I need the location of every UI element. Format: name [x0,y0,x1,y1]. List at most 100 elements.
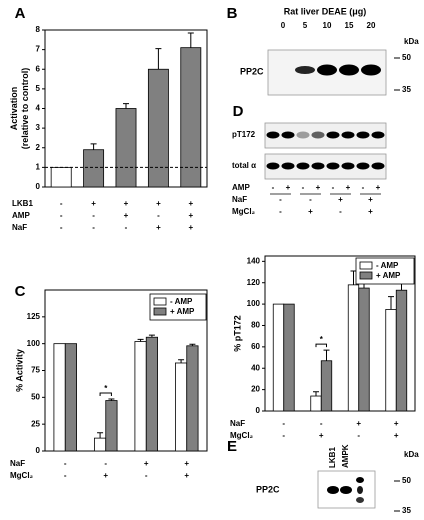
blot-band [356,162,370,170]
condition-sign: + [346,183,351,192]
unit-label: kDa [404,37,419,46]
significance-mark: * [320,335,324,344]
blot-band [340,486,352,494]
condition-sign: + [156,199,161,208]
condition-name: MgCl₂ [232,207,256,216]
lane-label: 15 [345,21,354,30]
y-tick-label: 75 [31,366,40,375]
condition-sign: - [309,195,312,204]
legend-swatch [153,307,167,316]
condition-sign: - [60,199,63,208]
condition-sign: - [357,431,360,440]
blot-band [311,162,325,170]
y-tick-label: 100 [247,299,261,308]
error-bar [178,359,185,363]
condition-sign: + [356,419,361,428]
condition-sign: + [316,183,321,192]
lane-label: 0 [281,21,286,30]
blot-band [326,162,340,170]
blot-band [317,64,337,76]
panel-label: D [233,103,244,120]
bar [115,108,137,188]
significance-bracket [99,392,112,396]
condition-sign: - [279,207,282,216]
condition-sign: + [91,199,96,208]
blot-band [371,162,385,170]
panel-label: E [227,438,237,455]
blot-band [295,66,315,74]
condition-name: NaF [12,223,27,232]
unit-label: kDa [404,450,419,459]
error-bar [90,143,97,150]
bar [320,360,333,412]
panel-label: A [15,5,26,22]
legend-label: + AMP [376,271,401,280]
y-tick-label: 5 [36,84,41,93]
bar [385,309,397,412]
condition-name: AMP [232,183,250,192]
blot-band [311,131,325,139]
y-tick-label: 2 [36,143,41,152]
blot-membrane [317,470,376,509]
y-axis-label: (relative to control) [20,68,30,150]
condition-name: NaF [232,195,247,204]
blot-band [341,131,355,139]
y-tick-label: 3 [36,123,41,132]
condition-sign: - [282,431,285,440]
error-bar [187,32,194,48]
marker-label: 50 [402,476,411,485]
y-tick-label: 4 [36,104,41,113]
y-tick-label: 25 [31,419,40,428]
blot-band [361,64,381,76]
lane-label: 5 [303,21,308,30]
blot-band [341,162,355,170]
condition-sign: - [64,459,67,468]
blot-band [266,162,280,170]
y-tick-label: 1 [36,162,41,171]
y-tick-label: 7 [36,45,41,54]
condition-sign: - [272,183,275,192]
bar [395,289,408,412]
legend-label: - AMP [376,261,399,270]
y-tick-label: 20 [251,385,260,394]
blot-band [266,131,280,139]
condition-name: AMP [12,211,30,220]
condition-sign: + [338,195,343,204]
error-bar [350,270,357,285]
y-axis-label: Activation [9,87,19,131]
protein-label: PP2C [256,484,280,494]
condition-sign: + [394,419,399,428]
condition-sign: + [286,183,291,192]
bar [186,345,199,452]
legend-swatch [359,261,373,270]
error-bar [323,349,330,361]
error-bar [313,391,319,397]
condition-sign: + [308,207,313,216]
blot-band [371,131,385,139]
error-bar [388,296,394,310]
error-bar [155,48,162,70]
y-tick-label: 0 [256,406,261,415]
plot-frame [264,255,416,412]
y-tick-label: 0 [36,182,41,191]
condition-sign: - [320,419,323,428]
bar [272,303,285,412]
significance-mark: * [104,384,108,393]
bar [134,341,147,452]
legend-swatch [153,297,167,306]
bar [64,343,77,452]
y-axis-label: % Activity [14,349,24,392]
condition-name: MgCl₂ [10,471,34,480]
lane-label: 20 [367,21,376,30]
condition-sign: - [302,183,305,192]
lane-label: LKB1 [328,447,337,468]
condition-sign: + [103,471,108,480]
bar [53,343,66,452]
blot-band [356,497,364,503]
marker-label: 35 [402,506,411,515]
condition-sign: + [319,431,324,440]
blot-band [296,131,310,139]
bar [358,287,370,412]
legend-swatch [359,271,373,280]
